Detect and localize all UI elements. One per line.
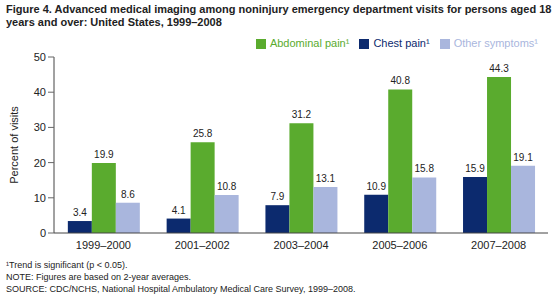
svg-text:30: 30 xyxy=(34,121,46,133)
html-text:SOURCE: CDC/NCHS, National Hos: SOURCE: CDC/NCHS, National Hospital Ambu… xyxy=(6,284,356,294)
svg-text:10.9: 10.9 xyxy=(366,181,386,192)
svg-text:19.9: 19.9 xyxy=(94,149,114,160)
svg-text:2007–2008: 2007–2008 xyxy=(471,239,526,251)
svg-text:3.4: 3.4 xyxy=(73,207,87,218)
html-text:NOTE: Figures are based on 2-y: NOTE: Figures are based on 2-year averag… xyxy=(6,272,192,282)
svg-text:7.9: 7.9 xyxy=(270,191,284,202)
svg-text:25.8: 25.8 xyxy=(193,128,213,139)
svg-text:19.1: 19.1 xyxy=(513,152,533,163)
svg-text:4.1: 4.1 xyxy=(172,205,186,216)
html-text:Abdominal pain¹: Abdominal pain¹ xyxy=(269,37,350,49)
svg-text:44.3: 44.3 xyxy=(489,63,509,74)
svg-text:15.8: 15.8 xyxy=(414,163,434,174)
svg-text:20: 20 xyxy=(34,157,46,169)
svg-text:2003–2004: 2003–2004 xyxy=(273,239,328,251)
html-text:Other symptoms¹: Other symptoms¹ xyxy=(453,37,538,49)
svg-text:0: 0 xyxy=(40,227,46,239)
svg-text:2005–2006: 2005–2006 xyxy=(372,239,427,251)
svg-text:2001–2002: 2001–2002 xyxy=(175,239,230,251)
html-text:¹Trend is significant (p < 0.0: ¹Trend is significant (p < 0.05). xyxy=(6,260,128,270)
svg-text:8.6: 8.6 xyxy=(121,189,135,200)
html-text:Chest pain¹: Chest pain¹ xyxy=(373,37,430,49)
svg-text:50: 50 xyxy=(34,51,46,63)
svg-text:Percent of visits: Percent of visits xyxy=(8,106,20,184)
svg-text:15.9: 15.9 xyxy=(465,163,485,174)
svg-text:10: 10 xyxy=(34,192,46,204)
svg-text:1999–2000: 1999–2000 xyxy=(76,239,131,251)
svg-text:31.2: 31.2 xyxy=(292,109,312,120)
svg-text:40: 40 xyxy=(34,86,46,98)
html-text:Figure 4. Advanced medical ima: Figure 4. Advanced medical imaging among… xyxy=(6,3,552,28)
svg-text:13.1: 13.1 xyxy=(316,173,336,184)
svg-text:10.8: 10.8 xyxy=(217,181,237,192)
svg-text:40.8: 40.8 xyxy=(390,75,410,86)
